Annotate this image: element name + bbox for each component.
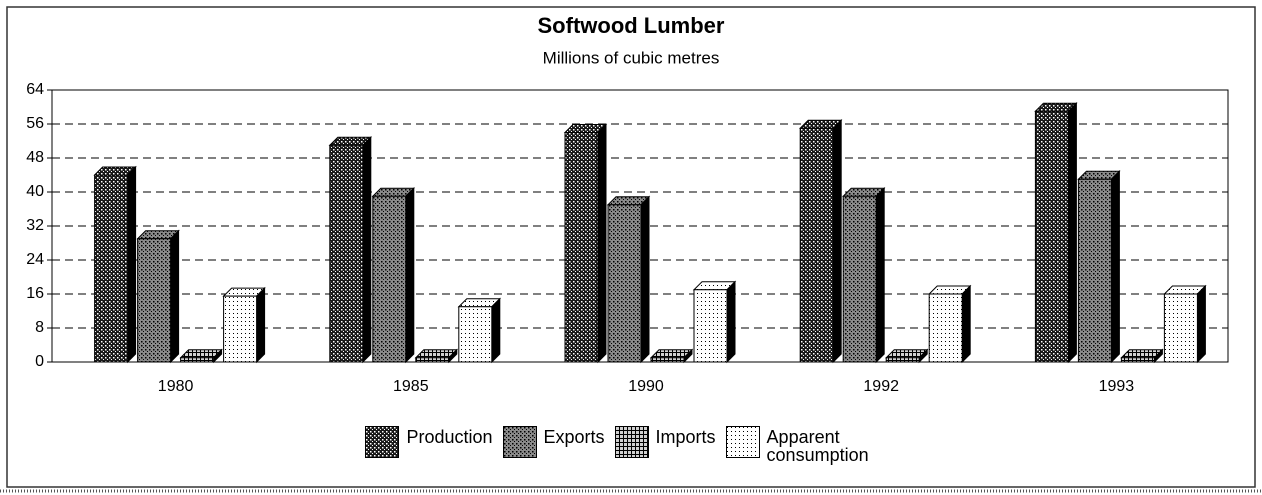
bar bbox=[458, 306, 493, 363]
legend-label: Exports bbox=[543, 427, 605, 447]
legend-swatch bbox=[502, 426, 537, 458]
legend-item: Production bbox=[365, 426, 493, 464]
chart-border bbox=[6, 6, 1256, 488]
legend: Production Exports Imports Apparent consump… bbox=[0, 426, 1262, 464]
bar-side bbox=[1067, 102, 1077, 364]
legend-swatch bbox=[365, 426, 400, 458]
bar bbox=[329, 144, 364, 363]
legend-swatch-fill bbox=[614, 426, 649, 458]
y-tick-label: 48 bbox=[26, 149, 44, 166]
bar bbox=[137, 238, 172, 363]
y-tick-label: 64 bbox=[26, 81, 44, 98]
bar bbox=[607, 204, 642, 363]
y-tick-label: 0 bbox=[35, 353, 44, 370]
bar-side bbox=[1110, 170, 1120, 364]
bar-side bbox=[1196, 284, 1206, 364]
bar bbox=[180, 357, 215, 363]
bar bbox=[693, 289, 728, 363]
legend-item: Imports bbox=[614, 426, 716, 464]
y-tick-label: 24 bbox=[26, 251, 44, 268]
legend-swatch bbox=[725, 426, 760, 458]
bar bbox=[372, 195, 407, 363]
bar-side bbox=[362, 136, 372, 364]
bar-side bbox=[170, 229, 180, 364]
bar-side bbox=[127, 165, 137, 364]
x-tick-label: 1992 bbox=[863, 378, 899, 395]
bar bbox=[842, 195, 877, 363]
x-tick-label: 1990 bbox=[628, 378, 664, 395]
bar-side bbox=[726, 280, 736, 364]
bar bbox=[94, 174, 129, 363]
y-tick-label: 56 bbox=[26, 115, 44, 132]
bar bbox=[564, 132, 599, 363]
bar bbox=[928, 293, 963, 363]
y-tick-label: 16 bbox=[26, 285, 44, 302]
legend-label: Production bbox=[406, 427, 493, 447]
bar bbox=[1163, 293, 1198, 363]
x-tick-label: 1993 bbox=[1099, 378, 1135, 395]
bar bbox=[885, 357, 920, 363]
bar-side bbox=[405, 187, 415, 364]
y-tick-label: 40 bbox=[26, 183, 44, 200]
bar-side bbox=[256, 286, 266, 364]
bar bbox=[650, 357, 685, 363]
bar bbox=[223, 295, 258, 363]
chart-title: Softwood Lumber bbox=[538, 13, 725, 38]
bar bbox=[799, 127, 834, 363]
x-tick-label: 1985 bbox=[393, 378, 429, 395]
bar bbox=[1120, 357, 1155, 363]
legend-item: Apparent consumption bbox=[725, 426, 897, 465]
legend-swatch bbox=[614, 426, 649, 458]
bar-side bbox=[597, 123, 607, 364]
legend-swatch-fill bbox=[365, 426, 400, 458]
bar bbox=[1077, 178, 1112, 363]
bar-side bbox=[961, 284, 971, 364]
legend-label: Imports bbox=[655, 427, 716, 447]
x-tick-label: 1980 bbox=[158, 378, 194, 395]
legend-swatch-fill bbox=[502, 426, 537, 458]
bar-side bbox=[875, 187, 885, 364]
bar-side bbox=[832, 119, 842, 364]
legend-item: Exports bbox=[502, 426, 605, 464]
bar-side bbox=[491, 297, 501, 364]
bar bbox=[1034, 110, 1069, 363]
y-tick-label: 32 bbox=[26, 217, 44, 234]
y-tick-label: 8 bbox=[35, 319, 44, 336]
bar-side bbox=[640, 195, 650, 364]
chart-subtitle: Millions of cubic metres bbox=[543, 48, 720, 67]
legend-label: Apparent consumption bbox=[766, 427, 869, 465]
legend-swatch-fill bbox=[725, 426, 760, 458]
bar bbox=[415, 357, 450, 363]
